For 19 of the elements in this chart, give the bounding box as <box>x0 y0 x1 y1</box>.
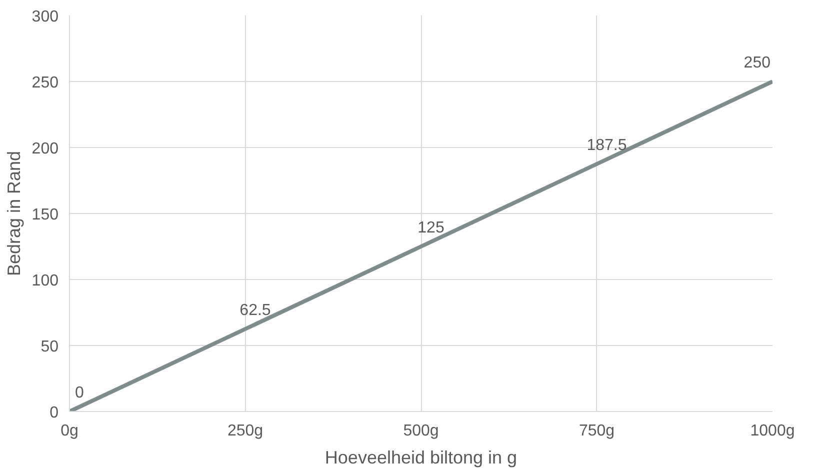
data-label: 125 <box>418 220 444 236</box>
y-tick-label: 0 <box>50 404 59 422</box>
y-tick-label: 100 <box>32 272 59 290</box>
y-tick-label: 50 <box>40 338 59 356</box>
x-tick-label: 250g <box>227 422 264 440</box>
x-tick-label: 1000g <box>750 422 795 440</box>
y-tick-label: 150 <box>32 206 59 224</box>
y-tick-label: 250 <box>32 74 59 92</box>
y-tick-label: 200 <box>32 140 59 158</box>
x-tick-label: 500g <box>403 422 439 440</box>
y-tick-label: 300 <box>32 8 59 26</box>
x-axis-title: Hoeveelheid biltong in g <box>324 448 518 468</box>
data-label: 187.5 <box>586 137 627 154</box>
data-label: 250 <box>744 54 771 72</box>
x-tick-label: 0g <box>60 422 78 440</box>
data-label: 62.5 <box>240 302 271 319</box>
x-tick-label: 750g <box>578 422 615 440</box>
y-axis-title: Bedrag in Rand <box>4 150 24 276</box>
data-label: 0 <box>75 384 84 402</box>
